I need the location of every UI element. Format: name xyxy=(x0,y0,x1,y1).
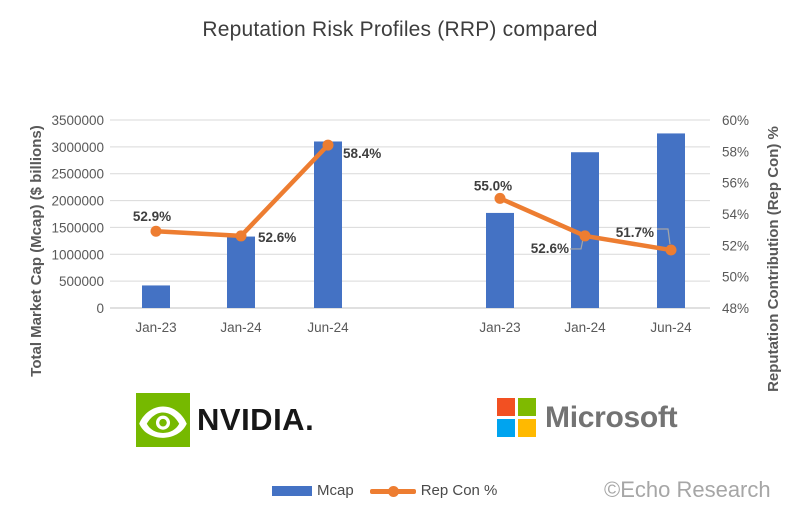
legend-item-mcap: Mcap xyxy=(272,482,354,499)
data-label-microsoft-jan-24: 52.6% xyxy=(531,241,569,256)
page-title: Reputation Risk Profiles (RRP) compared xyxy=(202,18,598,41)
microsoft-logo: Microsoft xyxy=(497,398,678,437)
left-axis-tick-2500000: 2500000 xyxy=(51,167,104,182)
data-label-nvidia-jan-23: 52.9% xyxy=(133,209,171,224)
repcon-point-microsoft-jan-23 xyxy=(494,192,506,204)
data-label-microsoft-jan-23: 55.0% xyxy=(474,178,512,193)
right-axis-tick-48%: 48% xyxy=(722,301,749,316)
repcon-point-microsoft-jan-24 xyxy=(579,230,591,242)
repcon-point-nvidia-jan-23 xyxy=(150,225,162,237)
bar-nvidia-jun-24 xyxy=(314,141,342,308)
mcap-bar-swatch-icon xyxy=(272,485,312,496)
category-label-microsoft-jan-24: Jan-24 xyxy=(564,320,606,335)
data-label-microsoft-jun-24: 51.7% xyxy=(616,225,654,240)
repcon-point-nvidia-jun-24 xyxy=(322,139,334,151)
left-axis-tick-500000: 500000 xyxy=(59,274,104,289)
bar-microsoft-jun-24 xyxy=(657,133,685,308)
chart-legend: Mcap Rep Con % xyxy=(272,482,497,499)
right-axis-tick-54%: 54% xyxy=(722,207,749,222)
left-axis-tick-0: 0 xyxy=(96,301,104,316)
leader-line-microsoft-jan-24 xyxy=(570,238,584,250)
right-axis-tick-52%: 52% xyxy=(722,238,749,253)
category-label-nvidia-jan-24: Jan-24 xyxy=(220,320,262,335)
nvidia-wordmark: NVIDIA. xyxy=(197,402,315,437)
right-axis-tick-60%: 60% xyxy=(722,113,749,128)
category-label-microsoft-jun-24: Jun-24 xyxy=(650,320,692,335)
data-label-nvidia-jan-24: 52.6% xyxy=(258,230,296,245)
nvidia-eye-icon xyxy=(136,393,190,447)
ms-square-yellow xyxy=(518,419,536,437)
microsoft-squares-icon xyxy=(497,398,536,437)
category-label-nvidia-jan-23: Jan-23 xyxy=(135,320,176,335)
left-axis-tick-1000000: 1000000 xyxy=(51,247,104,262)
repcon-point-nvidia-jan-24 xyxy=(235,230,247,242)
right-axis-tick-50%: 50% xyxy=(722,270,749,285)
nvidia-logo: NVIDIA. xyxy=(136,393,314,447)
category-label-nvidia-jun-24: Jun-24 xyxy=(307,320,349,335)
category-label-microsoft-jan-23: Jan-23 xyxy=(479,320,520,335)
legend-repcon-label: Rep Con % xyxy=(420,482,498,499)
repcon-point-microsoft-jun-24 xyxy=(665,244,677,256)
right-axis-tick-58%: 58% xyxy=(722,144,749,159)
legend-item-repcon: Rep Con % xyxy=(369,482,498,499)
left-axis-tick-1500000: 1500000 xyxy=(51,220,104,235)
watermark-echo-research: ©Echo Research xyxy=(604,477,771,502)
left-axis-tick-2000000: 2000000 xyxy=(51,194,104,209)
repcon-line-swatch-icon xyxy=(369,485,416,497)
right-axis-tick-56%: 56% xyxy=(722,176,749,191)
ms-square-blue xyxy=(497,419,515,437)
bar-microsoft-jan-23 xyxy=(486,212,514,308)
repcon-line-nvidia xyxy=(153,142,331,239)
ms-square-green xyxy=(518,398,536,416)
ms-square-red xyxy=(497,398,515,416)
bar-nvidia-jan-23 xyxy=(142,285,170,308)
bar-nvidia-jan-24 xyxy=(227,236,255,308)
leader-line-microsoft-jun-24 xyxy=(657,228,671,245)
legend-mcap-label: Mcap xyxy=(317,482,354,499)
left-axis-tick-3500000: 3500000 xyxy=(51,113,104,128)
microsoft-wordmark: Microsoft xyxy=(545,400,678,434)
left-axis-tick-3000000: 3000000 xyxy=(51,140,104,155)
data-label-nvidia-jun-24: 58.4% xyxy=(343,146,381,161)
